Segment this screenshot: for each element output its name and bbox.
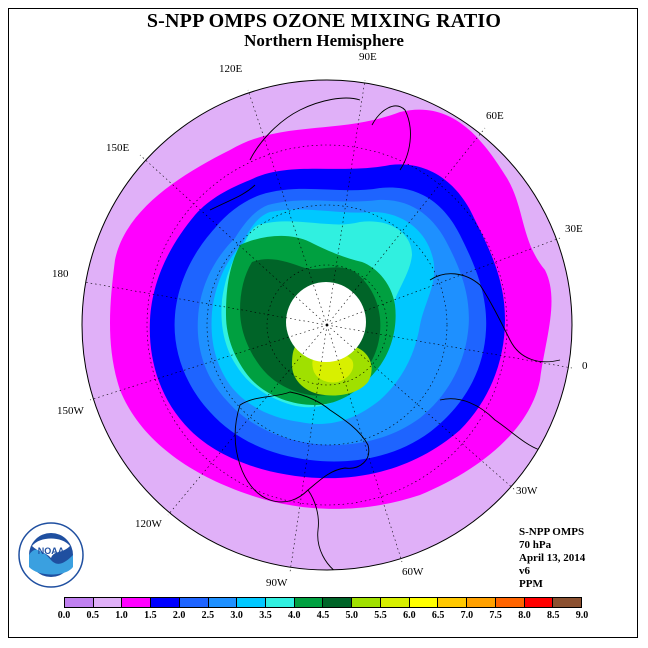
- lon-label-180: 180: [52, 268, 69, 280]
- info-block: S-NPP OMPS 70 hPa April 13, 2014 v6 PPM: [519, 526, 585, 591]
- page-title: S-NPP OMPS OZONE MIXING RATIO: [146, 10, 502, 32]
- colorbar-tick-label: 5.5: [374, 610, 387, 621]
- colorbar-tick-label: 8.5: [546, 610, 560, 621]
- colorbar-tick-label: 7.5: [489, 610, 502, 621]
- colorbar-tick-label: 8.0: [518, 610, 531, 621]
- colorbar-cell: [380, 598, 410, 607]
- colorbar-cell: [323, 598, 353, 607]
- colorbar-tick-label: 0.0: [57, 610, 71, 621]
- info-version: v6: [519, 565, 530, 577]
- colorbar-tick-label: 4.5: [316, 610, 330, 621]
- graticule: [83, 79, 573, 573]
- colorbar-cell: [495, 598, 525, 607]
- colorbar-cell: [179, 598, 209, 607]
- colorbar-tick-label: 2.5: [201, 610, 215, 621]
- colorbar-cell: [122, 598, 152, 607]
- colorbar-cell: [553, 598, 581, 607]
- lon-label-150w: 150W: [57, 405, 84, 417]
- colorbar-tick-label: 1.5: [144, 610, 157, 621]
- info-instrument: S-NPP OMPS: [519, 526, 585, 538]
- colorbar-tick-label: 3.5: [259, 610, 272, 621]
- colorbar-cell: [93, 598, 123, 607]
- colorbar-ticks: 0.0 0.5 1.0 1.5 2.0 2.5 3.0 3.5 4.0 4.5 5.0 5.5 6.0 6…: [58, 610, 589, 624]
- colorbar-tick-label: 2.0: [172, 610, 186, 621]
- colorbar-cell: [524, 598, 554, 607]
- lon-label-120e: 120E: [219, 63, 243, 75]
- lon-label-150e: 150E: [106, 142, 130, 154]
- ozone-contours: [82, 80, 572, 570]
- noaa-logo: NOAA: [18, 522, 84, 588]
- colorbar-tick-label: 3.0: [230, 610, 243, 621]
- lon-label-60e: 60E: [486, 110, 504, 122]
- map-border: [81, 79, 573, 571]
- colorbar-tick-label: 4.0: [287, 610, 301, 621]
- colorbar-cell: [266, 598, 295, 607]
- lon-label-30w: 30W: [516, 485, 538, 497]
- noaa-logo-text: NOAA: [38, 546, 65, 556]
- colorbar-cell: [467, 598, 496, 607]
- colorbar-tick-label: 6.0: [403, 610, 416, 621]
- colorbar-cell: [352, 598, 381, 607]
- colorbar-tick-label: 9.0: [575, 610, 589, 621]
- colorbar-cell: [409, 598, 439, 607]
- lon-label-60w: 60W: [402, 566, 424, 578]
- colorbar-tick-label: 5.0: [345, 610, 359, 621]
- page-subtitle: Northern Hemisphere: [244, 31, 404, 50]
- info-date: April 13, 2014: [519, 552, 586, 564]
- coastlines: [209, 97, 561, 570]
- info-level: 70 hPa: [519, 539, 552, 551]
- lon-label-90w: 90W: [266, 577, 288, 589]
- colorbar-tick-label: 0.5: [86, 610, 100, 621]
- colorbar-cell: [237, 598, 267, 607]
- lon-label-90e: 90E: [359, 51, 377, 63]
- colorbar-cell: [208, 598, 238, 607]
- lon-label-30e: 30E: [565, 223, 583, 235]
- lon-label-0: 0: [582, 360, 588, 372]
- colorbar-cell: [65, 598, 94, 607]
- colorbar-tick-label: 6.5: [431, 610, 445, 621]
- colorbar-tick-label: 7.0: [460, 610, 474, 621]
- figure-frame: [8, 8, 638, 638]
- lon-label-120w: 120W: [135, 518, 162, 530]
- colorbar: [64, 597, 582, 608]
- colorbar-tick-label: 1.0: [115, 610, 128, 621]
- polar-cap: [286, 282, 366, 362]
- colorbar-cell: [294, 598, 324, 607]
- colorbar-cell: [438, 598, 468, 607]
- info-units: PPM: [519, 578, 543, 590]
- colorbar-cell: [151, 598, 180, 607]
